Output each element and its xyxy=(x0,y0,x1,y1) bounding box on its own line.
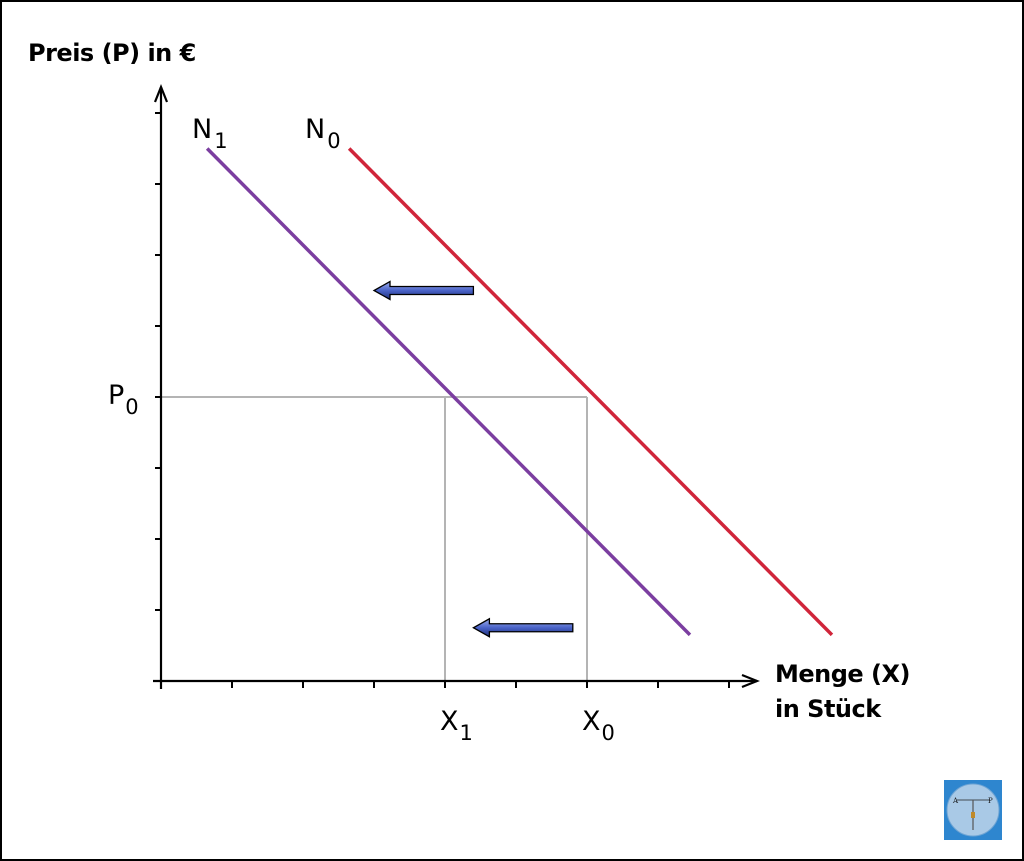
reference-lines xyxy=(161,396,588,681)
logo-letter-left: A xyxy=(952,797,959,805)
x-axis-title-line1: Menge (X) xyxy=(775,660,910,688)
y-axis-title: Preis (P) in € xyxy=(28,39,196,67)
tick-label-p0: P0 xyxy=(108,380,139,419)
tick-label-x0: X0 xyxy=(582,706,615,745)
left-arrow-icon xyxy=(472,617,574,638)
left-arrow-icon xyxy=(372,280,475,301)
shift-arrows xyxy=(372,280,574,638)
axes xyxy=(153,84,760,689)
logo-letter-right: P xyxy=(988,797,993,805)
logo-badge: A P xyxy=(944,780,1002,840)
tick-label-x1: X1 xyxy=(440,706,473,745)
demand-curves xyxy=(205,147,834,637)
curve-label-n0: N0 xyxy=(305,114,341,153)
curve-label-n1: N1 xyxy=(192,114,228,153)
x-axis-arrowhead xyxy=(741,673,760,689)
shift-arrow-2 xyxy=(472,617,574,638)
y-axis-arrowhead xyxy=(153,84,169,103)
curve-n1 xyxy=(205,147,692,637)
shift-arrow-1 xyxy=(372,280,475,301)
x-axis-title-line2: in Stück xyxy=(775,695,882,723)
curve-n0 xyxy=(347,147,834,637)
